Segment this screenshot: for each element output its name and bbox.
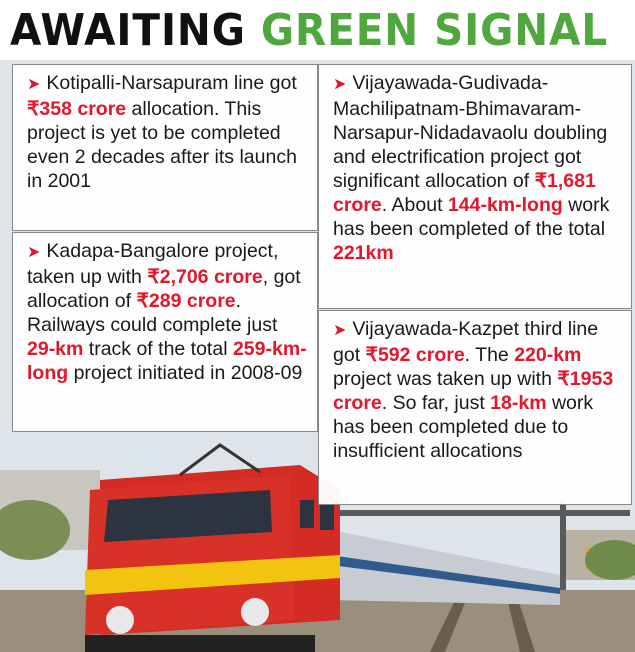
buffer-beam [85, 635, 315, 652]
side-window [320, 502, 334, 530]
box-text: Vijayawada-Kazpet third line got [333, 318, 599, 366]
box-highlight: 18-km [490, 392, 547, 414]
box-text: . Railways could complete just [27, 290, 278, 336]
pantograph [179, 443, 261, 477]
box-highlight: ₹289 crore [136, 290, 236, 312]
headlight-left [106, 606, 134, 634]
arrow-icon: ➤ [27, 244, 41, 261]
box-highlight: 29-km [27, 338, 84, 360]
box-text: . So far, just [381, 392, 491, 414]
box-highlight: ₹1953 crore [333, 368, 614, 414]
side-window [300, 500, 314, 528]
box-text: . About [381, 194, 448, 216]
box-text: , got allocation of [27, 266, 301, 312]
box-text: project initiated in 2008-09 [68, 362, 303, 384]
coach-stripe [330, 555, 560, 594]
locomotive-windscreen [104, 490, 272, 542]
box-text: track of the total [83, 338, 233, 360]
box-highlight: 259-km-long [27, 338, 307, 384]
gantry-post [560, 500, 566, 600]
arrow-icon: ➤ [27, 76, 41, 93]
box-text: Vijayawada-Gudivada-Machilipatnam-Bhimav… [333, 72, 608, 192]
info-box-vijayawada-kazpet: ➤ Vijayawada-Kazpet third line got ₹592 c… [318, 310, 632, 505]
box-text: work has been completed due to insuffici… [333, 392, 594, 462]
box-text: project was taken up with [333, 368, 558, 390]
headline-green-signal: GREEN SIGNAL [260, 5, 609, 56]
box-text: Kotipalli-Narsapuram line got [46, 72, 297, 94]
rail-right [505, 590, 535, 652]
tree-right [585, 540, 635, 580]
arrow-icon: ➤ [333, 76, 347, 93]
tree-left [0, 500, 70, 560]
info-box-kotipalli: ➤ Kotipalli-Narsapuram line got ₹358 cror… [12, 64, 318, 231]
info-box-vijayawada-gudivada: ➤ Vijayawada-Gudivada-Machilipatnam-Bhima… [318, 64, 632, 309]
box-highlight: ₹592 crore [365, 344, 465, 366]
box-text: Kadapa-Bangalore project, taken up with [27, 240, 279, 288]
overhead-gantry [330, 510, 630, 516]
box-highlight: 144-km-long [447, 194, 563, 216]
box-highlight: ₹1,681 crore [333, 170, 596, 216]
box-text: . The [464, 344, 515, 366]
box-highlight: ₹2,706 crore [147, 266, 263, 288]
info-box-kadapa: ➤ Kadapa-Bangalore project, taken up with… [12, 232, 318, 432]
arrow-icon: ➤ [333, 322, 347, 339]
box-highlight: 221km [333, 242, 394, 264]
box-text: work has been completed of the total [333, 194, 610, 240]
box-highlight: ₹358 crore [27, 98, 127, 120]
box-highlight: 220-km [514, 344, 582, 366]
locomotive-yellow-band [85, 555, 340, 595]
headline-awaiting: AWAITING [10, 5, 246, 56]
headline: AWAITING GREEN SIGNAL [10, 6, 608, 56]
headlight-right [241, 598, 269, 626]
rail-left [430, 590, 470, 652]
box-text: allocation. This project is yet to be co… [27, 98, 297, 192]
